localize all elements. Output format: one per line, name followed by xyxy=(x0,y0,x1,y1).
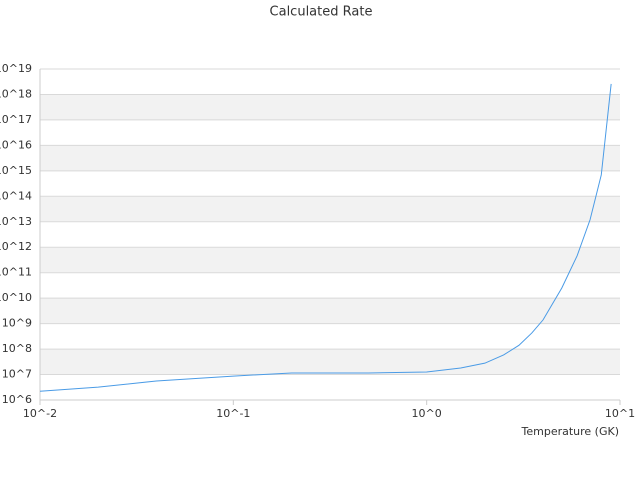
y-tick-label: 10^9 xyxy=(2,317,32,330)
grid-band xyxy=(40,247,620,273)
x-tick-label: 10^-2 xyxy=(23,407,57,420)
y-tick-label: 10^15 xyxy=(0,164,32,177)
x-tick-label: 10^-1 xyxy=(216,407,250,420)
grid-band xyxy=(40,94,620,120)
y-tick-label: 10^11 xyxy=(0,266,32,279)
chart-title: Calculated Rate xyxy=(270,5,373,20)
y-tick-label: 10^8 xyxy=(2,342,32,355)
grid-band xyxy=(40,298,620,324)
data-line xyxy=(39,83,612,392)
y-tick-label: 10^7 xyxy=(2,368,32,381)
y-tick-label: 10^19 xyxy=(0,62,32,75)
grid-band xyxy=(40,145,620,171)
x-tick-label: 10^1 xyxy=(605,407,635,420)
y-tick-label: 10^10 xyxy=(0,291,32,304)
x-tick-label: 10^0 xyxy=(412,407,442,420)
y-tick-label: 10^13 xyxy=(0,215,32,228)
y-tick-label: 10^16 xyxy=(0,138,32,151)
y-tick-label: 10^17 xyxy=(0,113,32,126)
y-tick-label: 10^12 xyxy=(0,240,32,253)
x-axis-label: Temperature (GK) xyxy=(521,425,620,438)
grid-band xyxy=(40,349,620,375)
y-tick-label: 10^14 xyxy=(0,189,32,202)
y-tick-label: 10^6 xyxy=(2,393,32,406)
grid-band xyxy=(40,196,620,222)
y-tick-label: 10^18 xyxy=(0,87,32,100)
